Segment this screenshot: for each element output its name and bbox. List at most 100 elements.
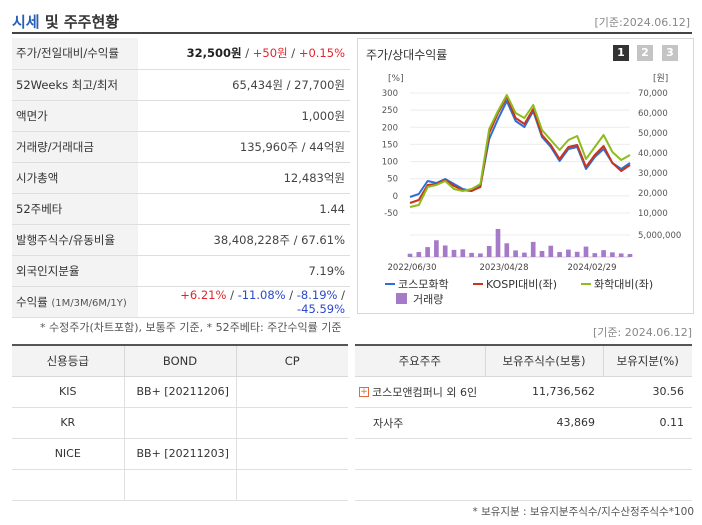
quote-value: 32,500원 / +50원 / +0.15% — [138, 38, 350, 70]
returns-values: +6.21% / -11.08% / -8.19% / -45.59% — [138, 286, 350, 318]
quote-value: 38,408,228주 / 67.61% — [138, 224, 350, 256]
quote-value: 12,483억원 — [138, 162, 350, 194]
credit-rating-table: 신용등급 BOND CP KIS BB+ [20211206] KR NICE … — [12, 344, 348, 501]
price-change: +50원 — [252, 46, 288, 61]
quote-label: 52주베타 — [12, 193, 138, 225]
bond-rating: BB+ [20211203] — [123, 438, 236, 470]
footnote-quote: * 수정주가(차트포함), 보통주 기준, * 52주베타: 주간수익률 기준 — [40, 321, 342, 334]
section-title-bar: 시세 및 주주현황 [기준:2024.06.12] — [12, 8, 692, 34]
chart-legend: 코스모화학 KOSPI대비(좌) 화학대비(좌) 거래량 — [385, 278, 653, 306]
holder-name — [355, 469, 485, 501]
quote-value: 1,000원 — [138, 100, 350, 132]
quote-row: 52주베타 1.44 — [12, 193, 350, 225]
quote-row: 외국인지분율 7.19% — [12, 255, 350, 287]
volume-bar — [539, 250, 545, 257]
price-change-rate: +0.15% — [298, 46, 345, 61]
volume-bar — [469, 252, 474, 257]
holder-shares — [485, 469, 603, 501]
return-1m: +6.21% — [180, 287, 227, 302]
table-row: NICE BB+ [20211203] — [12, 438, 348, 470]
chart-grid — [410, 92, 630, 258]
holder-name[interactable]: + 코스모앤컴퍼니 외 6인 — [355, 376, 485, 408]
left-tick-label: 250 — [382, 106, 398, 116]
volume-bar — [627, 253, 633, 257]
holder-pct — [603, 438, 692, 470]
left-tick-label: 50 — [387, 175, 398, 185]
holders-header-row: 주요주주 보유주식수(보통) 보유지분(%) — [355, 345, 692, 377]
left-tick-label: -50 — [384, 209, 398, 219]
table-row — [12, 469, 348, 501]
quote-row: 52Weeks 최고/최저 65,434원 / 27,700원 — [12, 69, 350, 101]
quote-row: 거래량/거래대금 135,960주 / 44억원 — [12, 131, 350, 163]
right-tick-label: 20,000 — [638, 189, 668, 199]
credit-header-row: 신용등급 BOND CP — [12, 345, 348, 377]
rating-agency: NICE — [12, 438, 124, 470]
holder-shares — [485, 438, 603, 470]
chart-panel: 주가/상대수익률 1 2 3 [%] [원] 300 250 200 150 100 50… — [357, 38, 694, 314]
volume-bar — [434, 240, 439, 257]
expand-icon[interactable]: + — [359, 386, 369, 397]
volume-bar — [574, 251, 580, 257]
left-tick-label: 200 — [382, 123, 398, 133]
chart-page-2-button[interactable]: 2 — [637, 45, 653, 61]
volume-bar — [478, 253, 483, 257]
quote-label: 주가/전일대비/수익률 — [12, 38, 138, 70]
table-row: KIS BB+ [20211206] — [12, 376, 348, 408]
legend-label-kospi: KOSPI대비(좌) — [486, 278, 557, 291]
table-row — [355, 438, 692, 470]
chart-page-3-button[interactable]: 3 — [662, 45, 678, 61]
holder-name — [355, 438, 485, 470]
column-header: CP — [235, 345, 348, 377]
table-row: KR — [12, 407, 348, 439]
volume-bar — [486, 246, 492, 257]
volume-bar — [513, 250, 518, 257]
current-price: 32,500원 — [186, 46, 242, 61]
volume-bar — [601, 250, 606, 257]
column-header: 보유지분(%) — [602, 345, 692, 377]
volume-tick-label: 5,000,000 — [638, 231, 681, 241]
volume-bar — [407, 253, 413, 257]
holder-name: 자사주 — [355, 407, 485, 439]
right-tick-label: 60,000 — [638, 109, 668, 119]
volume-bar — [548, 245, 554, 257]
quote-row-returns: 수익률 (1M/3M/6M/1Y) +6.21% / -11.08% / -8.… — [12, 286, 350, 318]
legend-label-chem: 화학대비(좌) — [594, 278, 653, 291]
return-6m: -8.19% — [296, 287, 338, 302]
chart-lines — [409, 94, 631, 208]
bond-rating — [123, 407, 236, 439]
quote-row: 액면가 1,000원 — [12, 100, 350, 132]
quote-value: 65,434원 / 27,700원 — [138, 69, 350, 101]
holder-pct: 30.56 — [603, 376, 692, 408]
x-tick-label: 2022/06/30 — [388, 263, 437, 273]
volume-bar — [530, 241, 536, 257]
quote-label: 발행주식수/유동비율 — [12, 224, 138, 256]
column-header: BOND — [123, 345, 236, 377]
left-axis-unit: [%] — [388, 74, 404, 84]
volume-bar — [495, 229, 501, 257]
left-tick-label: 150 — [382, 140, 398, 150]
quote-row-price: 주가/전일대비/수익률 32,500원 / +50원 / +0.15% — [12, 38, 350, 70]
shareholders-table: 주요주주 보유주식수(보통) 보유지분(%) + 코스모앤컴퍼니 외 6인 11,… — [355, 344, 692, 501]
volume-bar — [618, 253, 624, 257]
cp-rating — [235, 376, 348, 408]
quote-label: 거래량/거래대금 — [12, 131, 138, 163]
column-header: 보유주식수(보통) — [484, 345, 603, 377]
column-header: 주요주주 — [355, 345, 485, 377]
holder-pct: 0.11 — [603, 407, 692, 439]
left-tick-label: 0 — [393, 192, 398, 202]
chart-page-1-button[interactable]: 1 — [613, 45, 629, 61]
quote-label: 외국인지분율 — [12, 255, 138, 287]
right-tick-label: 70,000 — [638, 89, 668, 99]
rating-agency — [12, 469, 124, 501]
right-tick-label: 30,000 — [638, 169, 668, 179]
left-tick-label: 100 — [382, 158, 398, 168]
quote-label: 액면가 — [12, 100, 138, 132]
volume-bar — [442, 245, 448, 257]
holder-shares: 11,736,562 — [485, 376, 603, 408]
quote-label: 52Weeks 최고/최저 — [12, 69, 138, 101]
volume-bar — [583, 246, 589, 257]
volume-bar — [592, 253, 598, 257]
reference-date-2: [기준: 2024.06.12] — [592, 326, 692, 339]
volume-bar — [557, 252, 562, 257]
return-3m: -11.08% — [237, 287, 286, 302]
